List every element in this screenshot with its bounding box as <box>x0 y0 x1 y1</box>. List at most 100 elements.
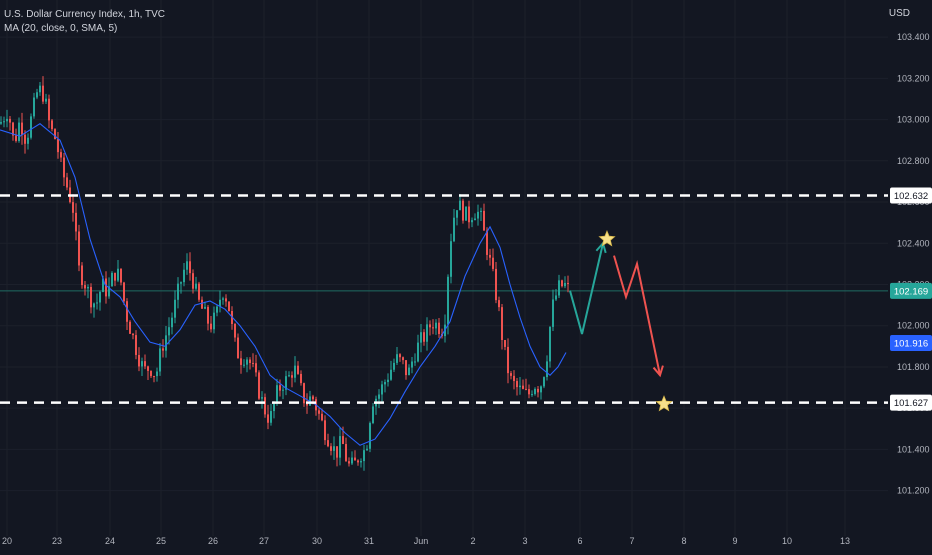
candle-body <box>438 322 440 334</box>
candle-body <box>150 370 152 377</box>
candle-body <box>567 282 569 284</box>
candle-body <box>144 361 146 367</box>
candle-body <box>429 324 431 328</box>
candle-body <box>141 361 143 367</box>
candle-body <box>96 302 98 304</box>
candle-body <box>90 286 92 308</box>
candle-body <box>186 261 188 270</box>
candle-body <box>162 348 164 351</box>
candle-body <box>534 388 536 395</box>
candle-body <box>537 388 539 393</box>
star-icon <box>598 230 616 247</box>
x-tick-label: 7 <box>629 536 634 546</box>
candle-body <box>546 361 548 378</box>
candle-body <box>303 383 305 404</box>
candle-body <box>543 377 545 387</box>
candle-body <box>477 211 479 219</box>
candle-body <box>417 342 419 362</box>
candle-body <box>363 450 365 462</box>
price-label-box <box>890 282 932 299</box>
candle-body <box>489 254 491 258</box>
candle-body <box>192 273 194 289</box>
candle-body <box>210 323 212 330</box>
candle-body <box>408 367 410 376</box>
x-tick-label: 24 <box>105 536 115 546</box>
candle-body <box>45 98 47 102</box>
candle-body <box>432 327 434 329</box>
candle-body <box>405 360 407 376</box>
candle-body <box>336 446 338 458</box>
candle-body <box>459 200 461 211</box>
candle-body <box>117 268 119 281</box>
candle-body <box>246 359 248 365</box>
candle-body <box>516 381 518 388</box>
x-tick-label: 23 <box>52 536 62 546</box>
candle-body <box>36 92 38 98</box>
candle-body <box>42 85 44 102</box>
candle-body <box>84 285 86 289</box>
candle-body <box>177 283 179 300</box>
candle-body <box>450 241 452 277</box>
x-tick-label: 31 <box>364 536 374 546</box>
candle-body <box>51 120 53 130</box>
candle-body <box>240 358 242 365</box>
candle-body <box>483 210 485 231</box>
candle-body <box>312 396 314 400</box>
candle-body <box>306 403 308 406</box>
candle-body <box>21 122 23 135</box>
candle-body <box>531 394 533 396</box>
candle-body <box>102 278 104 292</box>
candle-body <box>471 220 473 223</box>
price-label-box <box>890 394 932 411</box>
x-tick-label: 9 <box>732 536 737 546</box>
candle-body <box>129 321 131 334</box>
candle-body <box>504 339 506 347</box>
candle-body <box>156 371 158 377</box>
candle-body <box>204 306 206 309</box>
candle-body <box>228 301 230 311</box>
candle-body <box>3 121 5 123</box>
candle-body <box>138 354 140 367</box>
candle-body <box>321 413 323 421</box>
candle-body <box>468 206 470 223</box>
candle-body <box>201 299 203 309</box>
x-tick-label: 25 <box>156 536 166 546</box>
candle-body <box>354 457 356 461</box>
candle-body <box>132 333 134 336</box>
candle-body <box>465 206 467 221</box>
candle-body <box>147 366 149 371</box>
candle-body <box>99 291 101 303</box>
candle-body <box>282 389 284 391</box>
x-axis: 20 23 24 25 26 27 30 31 Jun 2 3 6 7 8 9 10 13 <box>2 536 850 546</box>
candle-body <box>171 317 173 328</box>
candle-body <box>198 283 200 300</box>
candle-body <box>12 122 14 136</box>
candle-body <box>270 411 272 423</box>
x-tick-label: 8 <box>681 536 686 546</box>
candle-body <box>153 376 155 378</box>
chart-title: U.S. Dollar Currency Index, 1h, TVC <box>4 9 165 20</box>
x-tick-label: 10 <box>782 536 792 546</box>
x-tick-label: 6 <box>577 536 582 546</box>
candle-body <box>81 265 83 286</box>
candle-body <box>558 280 560 296</box>
candle-body <box>24 134 26 144</box>
candle-body <box>360 461 362 463</box>
y-tick-label: 103.200 <box>897 73 930 83</box>
x-tick-label: 26 <box>208 536 218 546</box>
candle-body <box>123 282 125 302</box>
candle-body <box>480 210 482 212</box>
candle-body <box>222 298 224 300</box>
projection-down-arrow-head <box>652 365 664 378</box>
x-tick-label: 13 <box>840 536 850 546</box>
candle-body <box>249 359 251 363</box>
projection-down-arrow <box>613 255 661 376</box>
candle-body <box>219 299 221 307</box>
candle-body <box>27 137 29 144</box>
candle-body <box>357 460 359 463</box>
y-tick-label: 102.400 <box>897 238 930 248</box>
candle-body <box>75 212 77 232</box>
candle-body <box>342 436 344 444</box>
